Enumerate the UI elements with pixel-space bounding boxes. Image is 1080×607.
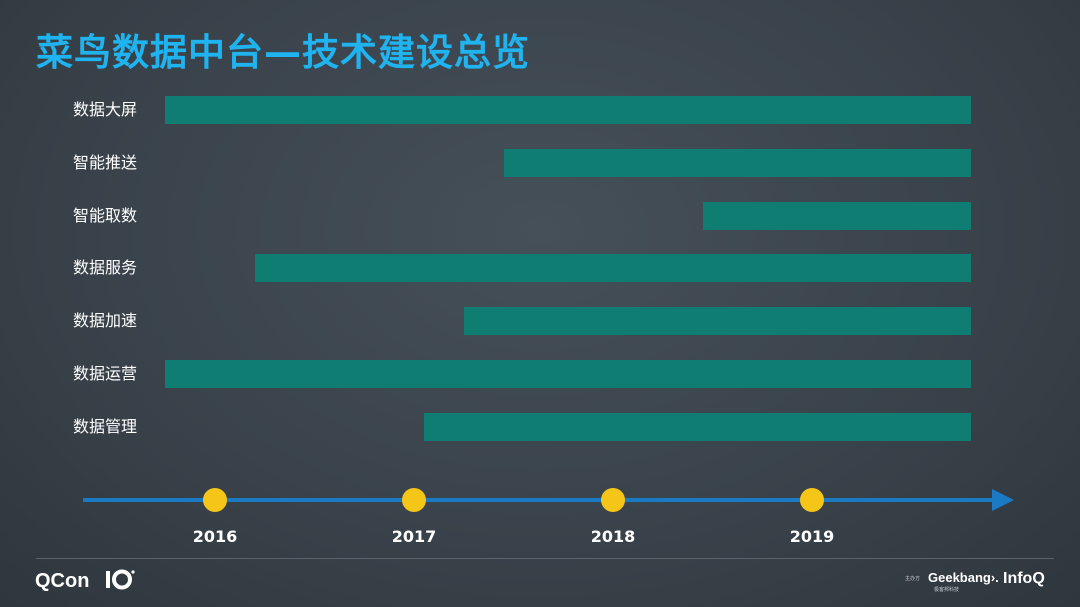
- bar-1: [165, 96, 972, 124]
- year-marker-2017: [402, 488, 426, 512]
- bar-3: [702, 202, 972, 230]
- year-label: 2016: [192, 527, 238, 546]
- bar-label: 数据服务: [73, 258, 138, 277]
- bar-4: [254, 254, 972, 282]
- infoq-logo: InfoQ: [1003, 570, 1045, 587]
- bar-7: [423, 413, 972, 441]
- year-marker-2018: [601, 488, 625, 512]
- bar-label: 数据加速: [73, 311, 138, 330]
- bar-6: [165, 360, 972, 388]
- page-title: 菜鸟数据中台—技术建设总览: [36, 31, 530, 74]
- bar-label: 数据运营: [73, 364, 138, 383]
- year-label: 2019: [789, 527, 835, 546]
- geekbang-subtitle: 极客邦科技: [934, 587, 960, 593]
- qcon-logo: QCon: [35, 570, 90, 592]
- axis-arrow-icon: [992, 489, 1014, 511]
- bar-label: 智能取数: [73, 206, 138, 225]
- ten-anniversary-logo-icon: [106, 569, 135, 590]
- year-label: 2017: [391, 527, 437, 546]
- bar-5: [463, 307, 972, 335]
- year-marker-2019: [800, 488, 824, 512]
- bar-label: 数据大屏: [73, 100, 138, 119]
- bar-label: 智能推送: [73, 153, 138, 172]
- year-label: 2018: [590, 527, 636, 546]
- geekbang-logo: Geekbang›.: [928, 570, 999, 585]
- year-marker-2016: [203, 488, 227, 512]
- bar-2: [503, 149, 972, 177]
- sponsor-label: 主办方: [905, 576, 921, 582]
- footer-divider: [36, 558, 1054, 559]
- bar-label: 数据管理: [73, 417, 138, 436]
